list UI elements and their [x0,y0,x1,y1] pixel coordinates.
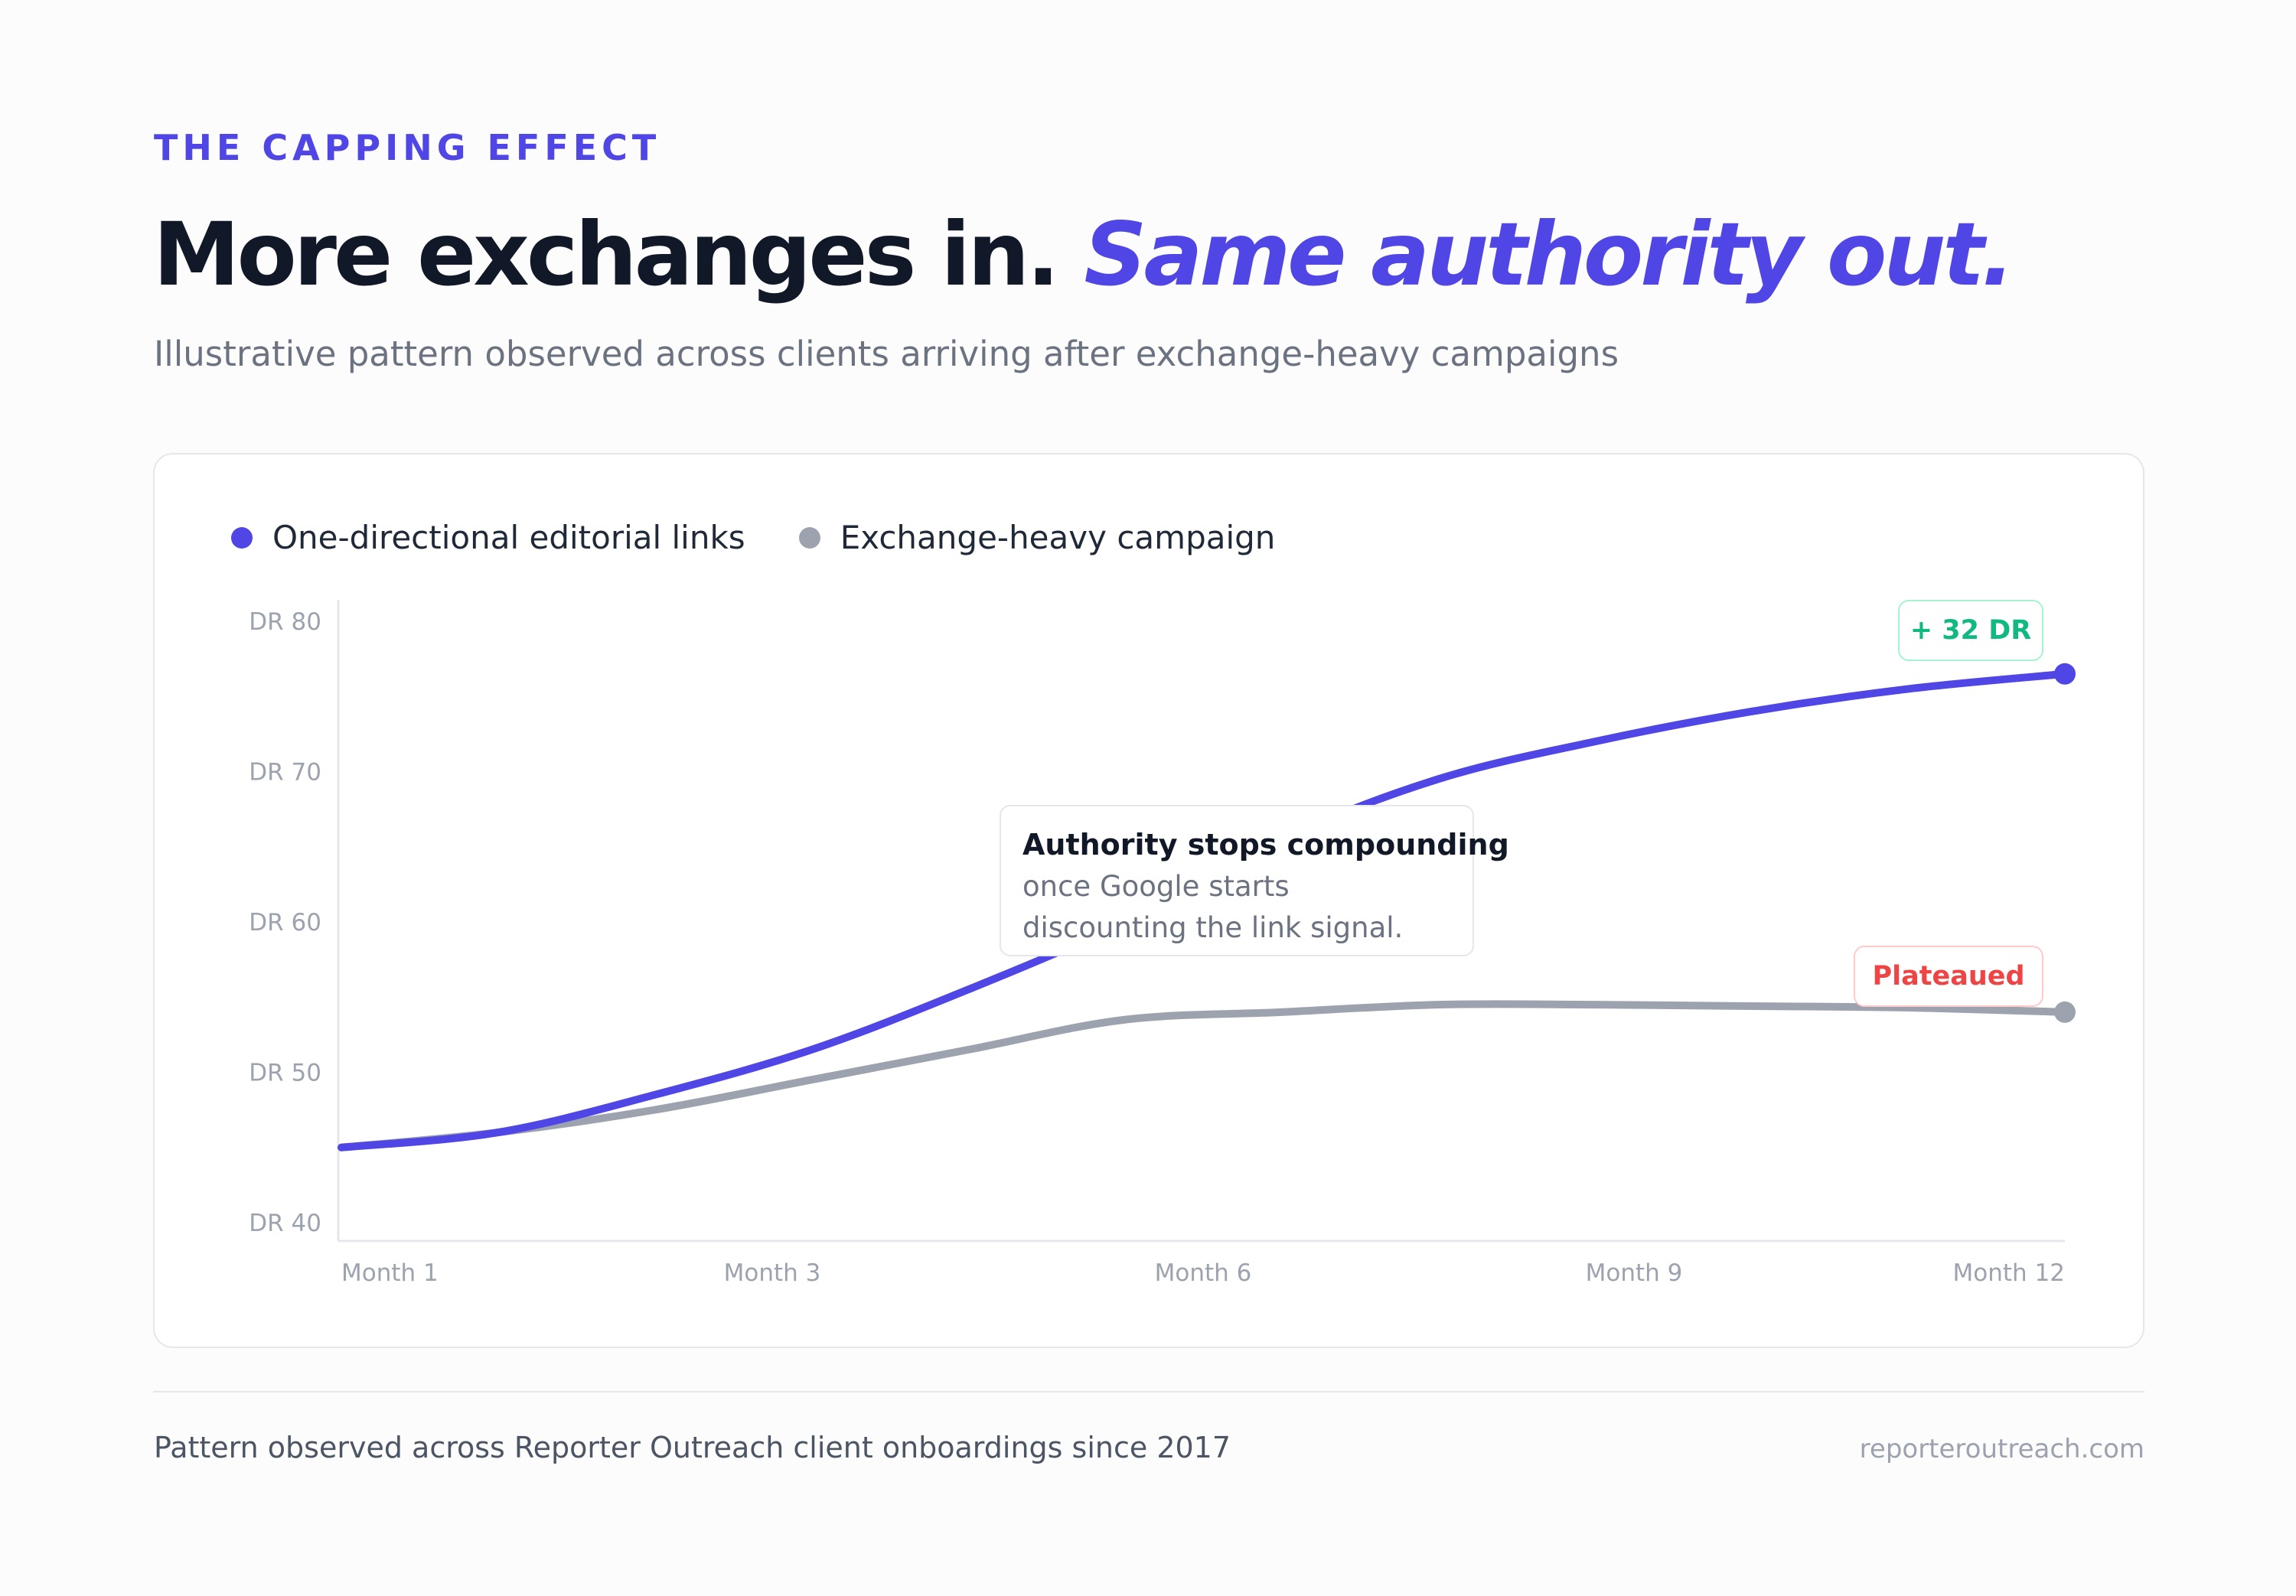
chart-legend: One-directional editorial links Exchange… [231,519,1329,556]
headline-accent: Same authority out. [1084,204,2014,305]
x-tick-label: Month 12 [1953,1259,2065,1287]
headline: More exchanges in. Same authority out. [153,204,2014,305]
x-tick-label: Month 1 [341,1259,439,1287]
end-point-exchange [2054,1001,2076,1023]
x-tick-label: Month 6 [1155,1259,1252,1287]
gain-badge: + 32 DR [1898,600,2043,661]
headline-main: More exchanges in. [153,204,1084,305]
footer-note: Pattern observed across Reporter Outreac… [154,1431,1231,1464]
annotation-title: Authority stops compounding [1022,828,1509,862]
y-tick-label: DR 50 [249,1060,321,1087]
x-tick-label: Month 9 [1586,1259,1683,1287]
end-point-editorial [2054,663,2076,685]
annotation-line-1: once Google starts [1022,870,1290,903]
line-chart: DR 80 DR 70 DR 60 DR 50 DR 40 Month 1 Month 3 M… [249,600,2076,1287]
y-tick-label: DR 80 [249,608,321,636]
legend-label-exchange: Exchange-heavy campaign [840,519,1276,556]
legend-item-editorial: One-directional editorial links [231,519,745,556]
plateau-badge: Plateaued [1854,946,2043,1007]
y-tick-label: DR 40 [249,1210,321,1237]
series-line-exchange [338,1000,2069,1151]
y-tick-label: DR 70 [249,759,321,787]
footer-site: reporteroutreach.com [1859,1434,2144,1464]
annotation-line-2: discounting the link signal. [1022,911,1404,944]
eyebrow-label: THE CAPPING EFFECT [154,127,661,168]
legend-item-exchange: Exchange-heavy campaign [798,519,1276,556]
legend-dot-editorial [231,526,253,549]
legend-label-editorial: One-directional editorial links [272,519,745,556]
chart-card: One-directional editorial links Exchange… [153,453,2144,1348]
y-tick-label: DR 60 [249,909,321,936]
x-tick-label: Month 3 [724,1259,821,1287]
footer-divider [153,1391,2144,1392]
subtitle: Illustrative pattern observed across cli… [154,334,1619,374]
annotation-callout: Authority stops compounding once Google … [1000,805,1509,956]
legend-dot-exchange [798,526,820,549]
